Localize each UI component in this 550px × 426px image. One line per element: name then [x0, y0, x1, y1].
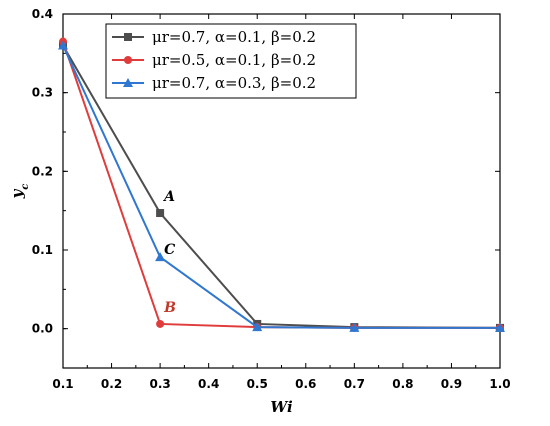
y-tick-label: 0.1: [32, 243, 53, 257]
data-point-square: [156, 209, 164, 217]
x-tick-label: 1.0: [489, 377, 510, 391]
y-tick-label: 0.4: [32, 7, 53, 21]
legend-label: μr=0.7, α=0.3, β=0.2: [152, 74, 316, 92]
legend-label: μr=0.5, α=0.1, β=0.2: [152, 51, 316, 69]
x-tick-label: 0.9: [441, 377, 462, 391]
x-tick-label: 0.1: [52, 377, 73, 391]
y-axis-title: yc: [8, 184, 31, 200]
data-point-circle: [124, 56, 132, 64]
x-tick-label: 0.3: [149, 377, 170, 391]
x-tick-label: 0.5: [247, 377, 268, 391]
y-tick-label: 0.0: [32, 322, 53, 336]
annotation-C: C: [164, 242, 175, 258]
y-tick-label: 0.3: [32, 86, 53, 100]
annotations: A B C: [162, 189, 176, 316]
annotation-B: B: [163, 300, 176, 316]
y-tick-label: 0.2: [32, 164, 53, 178]
x-tick-label: 0.7: [344, 377, 365, 391]
data-point-circle: [156, 320, 164, 328]
legend: μr=0.7, α=0.1, β=0.2 μr=0.5, α=0.1, β=0.2…: [106, 24, 356, 98]
x-tick-label: 0.8: [392, 377, 413, 391]
legend-label: μr=0.7, α=0.1, β=0.2: [152, 28, 316, 46]
x-tick-label: 0.2: [101, 377, 122, 391]
x-tick-label: 0.4: [198, 377, 219, 391]
annotation-A: A: [162, 189, 175, 205]
data-point-square: [124, 33, 132, 41]
x-tick-label: 0.6: [295, 377, 316, 391]
x-axis-title: Wi: [270, 398, 293, 416]
